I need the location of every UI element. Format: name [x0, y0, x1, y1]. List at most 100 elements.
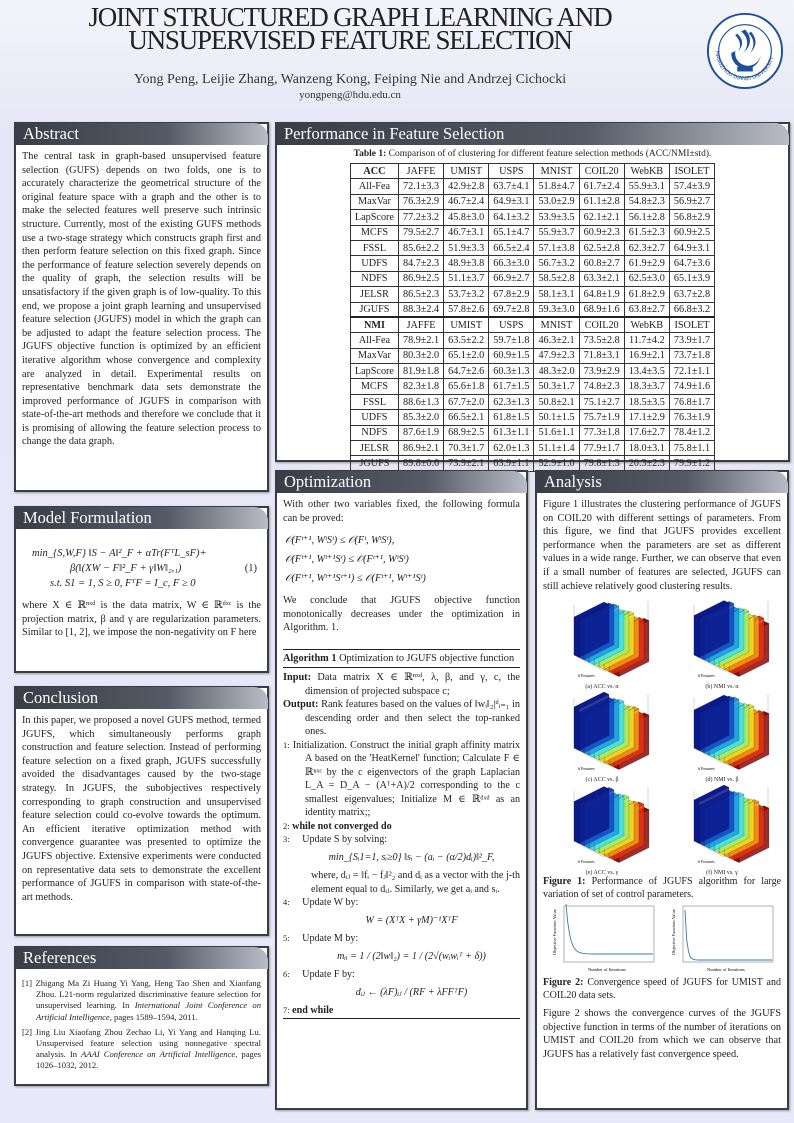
table-cell: 61.3±1.1 [488, 424, 535, 442]
subplot-caption: (e) ACC vs. γ [585, 870, 619, 877]
method-name: All-Fea [349, 332, 399, 349]
table-cell: 87.6±1.9 [397, 424, 445, 442]
subplot-caption: (a) ACC vs. α [585, 684, 619, 691]
bar-strip [693, 785, 730, 844]
optimization-panel: Optimization With other two variables fi… [275, 470, 528, 1110]
method-name: UDFS [349, 409, 399, 426]
axis-label: # Features [698, 766, 715, 771]
optimization-conclusion: We conclude that JGUFS objective functio… [283, 595, 520, 634]
table-cell: 51.1±1.4 [533, 440, 580, 457]
update-equation: min_{Sᵢ1=1, sᵢ≥0} ‖sᵢ − (aᵢ − (α/2)dᵢ)‖²… [328, 851, 495, 863]
table-cell: 55.9±3.7 [533, 224, 580, 241]
table-cell: 86.9±2.1 [397, 440, 445, 457]
table-cell: 17.1±2.9 [623, 409, 670, 426]
bar3d-plot: # Features [693, 785, 770, 864]
poster-title: JOINT STRUCTURED GRAPH LEARNING AND UNSUP… [88, 2, 612, 55]
table-cell: 74.9±1.6 [668, 378, 716, 395]
table-cell: 16.9±2.1 [623, 347, 670, 365]
table-cell: 82.3±1.8 [397, 378, 445, 395]
table-cell: 55.9±3.1 [623, 178, 670, 195]
method-name: JGUFS [349, 301, 399, 318]
table-cell: 13.4±3.5 [623, 363, 670, 380]
method-name: NDFS [349, 270, 399, 288]
table-cell: 56.9±2.7 [668, 193, 716, 211]
table-cell: 51.9±3.3 [443, 239, 490, 257]
bar3d-plot: # Features [693, 694, 770, 771]
table-cell: 48.9±3.8 [443, 255, 490, 272]
table-row: JELSR 86.5±2.3 53.7±3.2 67.8±2.9 58.1±3.1 64.… [349, 286, 716, 303]
subplot-caption: (d) NMI vs. β [705, 777, 739, 784]
column-header: ISOLET [668, 162, 716, 180]
table-cell: 42.9±2.8 [443, 178, 490, 195]
model-heading: Model Formulation [15, 507, 268, 529]
update-equation: mᵢᵢ = 1 / (2‖w‖₂) = 1 / (2√(wᵢwᵢᵀ + δ)) [337, 950, 486, 962]
table-cell: 57.8±2.6 [443, 301, 490, 318]
table-caption: Table 1: Comparison of of clustering for… [353, 149, 712, 159]
column-header: JAFFE [397, 162, 445, 180]
table-header-row: ACC JAFFE UMIST USPS MNIST COIL20 WebKB ISOLET [349, 162, 716, 180]
column-header: UMIST [443, 162, 490, 180]
monotonic-inequalities: 𝒪(Fᵗ⁺¹, WᵗSᵗ) ≤ 𝒪(Fᵗ, WᵗSᵗ), 𝒪(Fᵗ⁺¹, Wᵗ⁺¹… [285, 535, 426, 585]
table-cell: 64.9±3.1 [488, 193, 535, 211]
authors: Yong Peng, Leijie Zhang, Wanzeng Kong, F… [133, 72, 567, 87]
table-cell: 68.9±2.5 [443, 424, 490, 442]
subplot-caption: (f) NMI vs. γ [706, 870, 738, 877]
university-logo: HANGZHOU DIANZI UNIVERSITY [706, 12, 784, 90]
algorithm-step: 3: Update S by solving: [283, 834, 388, 846]
algorithm-step: 2: while not converged do [283, 820, 392, 832]
table-cell: 66.9±2.7 [488, 270, 535, 288]
table-cell: 46.3±2.1 [533, 332, 580, 349]
method-name: JELSR [349, 286, 399, 303]
bar3d-plot: # Features [573, 786, 650, 864]
table-row: MaxVar 80.3±2.0 65.1±2.0 60.9±1.5 47.9±2.3 71… [349, 347, 716, 365]
model-text: where X ∈ ℝⁿˣᵈ is the data matrix, W ∈ ℝ… [22, 600, 261, 639]
algorithm-1: Algorithm 1 Optimization to JGUFS object… [283, 648, 520, 1019]
convergence-curve [684, 910, 772, 961]
column-header: USPS [488, 162, 535, 180]
table-cell: 58.1±3.1 [533, 286, 580, 303]
column-header: USPS [488, 316, 535, 334]
table-cell: 64.9±3.1 [668, 239, 716, 257]
table-cell: 76.8±1.7 [668, 393, 716, 411]
metric-header: NMI [349, 316, 399, 334]
subplot-caption: (b) NMI vs. α [705, 684, 739, 691]
convergence-curve [565, 904, 653, 955]
table-cell: 62.1±2.1 [578, 209, 625, 226]
bar-strip [693, 695, 730, 751]
table-cell: 52.9±1.0 [533, 455, 580, 472]
table-cell: 18.0±3.1 [623, 440, 670, 457]
table-cell: 63.7±2.8 [668, 286, 716, 303]
table-cell: 78.9±2.1 [397, 332, 445, 349]
table-cell: 60.3±1.3 [488, 363, 535, 380]
conclusion-text: In this paper, we proposed a novel GUFS … [22, 715, 261, 903]
table-cell: 72.1±1.1 [668, 363, 716, 380]
bar-strip [573, 692, 610, 751]
table-cell: 46.7±2.4 [443, 193, 490, 211]
references-heading: References [15, 947, 268, 969]
table-cell: 60.8±2.7 [578, 255, 625, 272]
method-name: MCFS [349, 224, 399, 241]
column-header: WebKB [623, 162, 670, 180]
table-cell: 66.5±2.1 [443, 409, 490, 426]
table-cell: 64.8±1.9 [578, 286, 625, 303]
table-cell: 65.1±2.0 [443, 347, 490, 365]
reference-item: [1] Zhigang Ma Zi Huang Yi Yang, Heng Ta… [22, 978, 261, 1022]
bar-strip [573, 602, 610, 658]
performance-heading: Performance in Feature Selection [276, 123, 789, 145]
figure-1-subplot: # Features (e) ACC vs. γ [545, 783, 659, 876]
column-header: MNIST [533, 162, 580, 180]
figure-1-caption: Figure 1: Performance of JGUFS algorithm… [543, 876, 782, 900]
method-name: LapScore [349, 209, 399, 226]
table-cell: 66.8±3.2 [668, 301, 716, 318]
bar3d-plot: # Features [573, 692, 650, 771]
method-name: MaxVar [349, 193, 399, 211]
subplot-caption: (c) ACC vs. β [585, 777, 619, 784]
table-row: JGUFS 89.8±0.6 73.9±2.1 63.9±1.1 52.9±1.0 79.… [349, 455, 716, 472]
table-cell: 63.3±2.1 [578, 270, 625, 288]
table-cell: 63.9±1.1 [488, 455, 535, 472]
table-cell: 61.1±2.8 [578, 193, 625, 211]
table-cell: 76.3±2.9 [397, 193, 445, 211]
table-cell: 69.7±2.8 [488, 301, 535, 318]
table-cell: 68.9±1.6 [578, 301, 625, 318]
table-cell: 79.8±1.3 [578, 455, 625, 472]
